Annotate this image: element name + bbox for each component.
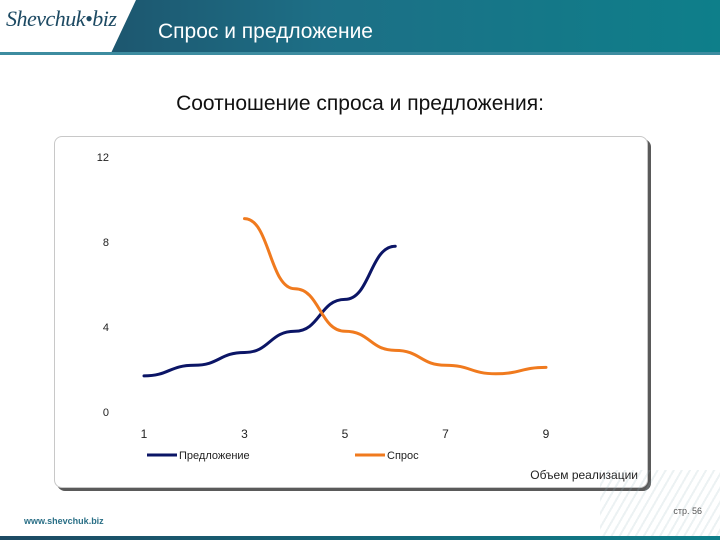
x-tick-label: 3: [241, 427, 248, 441]
series-line-demand: [243, 217, 548, 376]
chart-heading: Соотношение спроса и предложения:: [176, 92, 544, 115]
line-chart: 0 4 8 12 1 3 5 7 9 Предложение Спрос Объем реализац…: [97, 152, 638, 482]
x-tick-label: 1: [141, 427, 148, 441]
page-number: стр. 56: [673, 506, 702, 516]
logo-badge: Shevchuk•biz: [0, 0, 136, 52]
footer-bar: [0, 536, 720, 540]
legend-label: Предложение: [179, 450, 250, 462]
y-tick-label: 8: [103, 237, 109, 249]
y-tick-label: 4: [103, 322, 109, 334]
y-tick-label: 12: [97, 152, 109, 164]
decorative-pattern: [600, 470, 720, 540]
footer-url[interactable]: www.shevchuk.biz: [24, 516, 104, 526]
series-line-supply: [142, 244, 397, 378]
chart-frame: 0 4 8 12 1 3 5 7 9 Предложение Спрос Объем реализац…: [54, 136, 648, 488]
logo: Shevchuk•biz: [6, 6, 117, 31]
y-tick-label: 0: [103, 407, 109, 419]
legend-label: Спрос: [387, 450, 419, 462]
x-tick-label: 5: [342, 427, 349, 441]
slide-title: Спрос и предложение: [158, 20, 373, 43]
x-axis-title: Объем реализации: [530, 468, 638, 482]
header-divider: [0, 52, 720, 55]
x-tick-label: 7: [442, 427, 449, 441]
x-tick-label: 9: [543, 427, 550, 441]
